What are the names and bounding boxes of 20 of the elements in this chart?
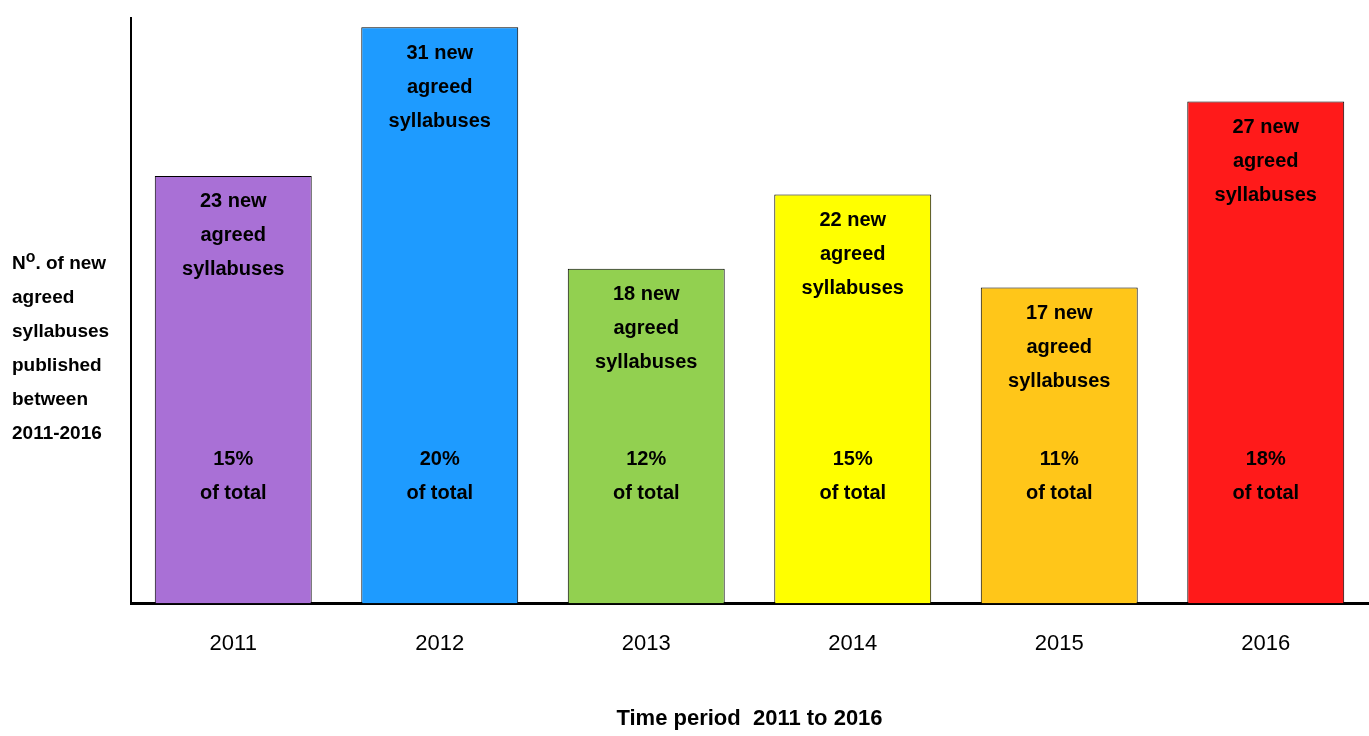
annotation: 15% of total [199, 446, 267, 503]
data-label: 23 new agreed syllabuses [182, 189, 285, 280]
data-label: 18 new agreed syllabuses [595, 282, 698, 373]
annotation: 20% of total [406, 446, 474, 503]
x-axis-title: Time period 2011 to 2016 [616, 704, 883, 730]
x-tick-label: 2011 [209, 630, 257, 656]
annotation: 15% of total [819, 446, 887, 503]
x-tick-label: 2016 [1241, 630, 1291, 656]
y-axis-title: N$^{o}$. of new agreed syllabuses published between 2011-2016 [12, 247, 111, 446]
annotation: 18% of total [1232, 446, 1300, 503]
x-tick-label: 2014 [828, 630, 878, 656]
data-label: 31 new agreed syllabuses [388, 40, 491, 131]
data-label: 22 new agreed syllabuses [801, 208, 904, 298]
x-tick-label: 2013 [621, 630, 671, 656]
annotation: 12% of total [612, 446, 680, 503]
data-label: 27 new agreed syllabuses [1214, 115, 1317, 206]
x-tick-label: 2015 [1034, 630, 1084, 656]
data-label: 17 new agreed syllabuses [1008, 300, 1111, 391]
annotation: 11% of total [1025, 446, 1093, 503]
x-tick-label: 2012 [415, 630, 465, 656]
